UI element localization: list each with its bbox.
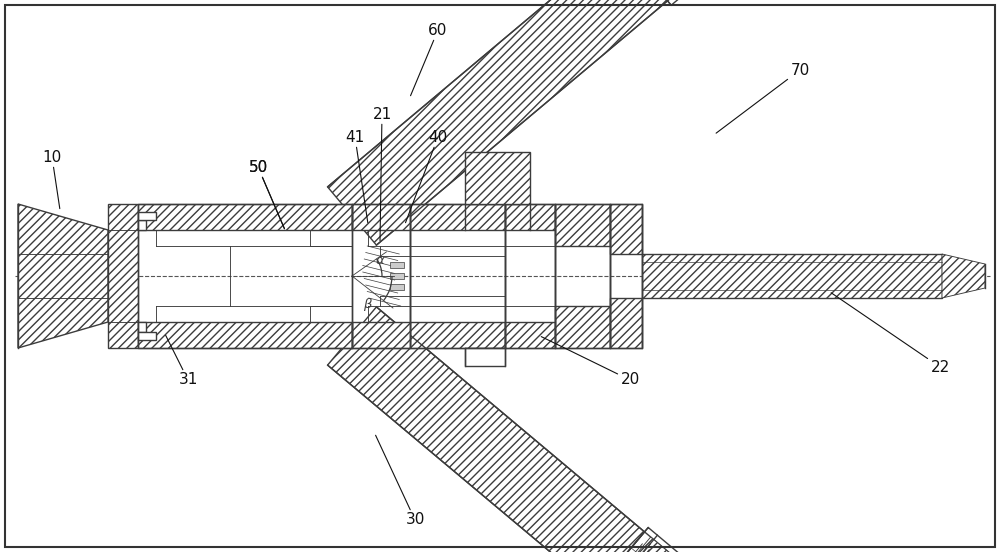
Text: 10: 10 [42,150,62,209]
Bar [410,322,505,348]
Polygon shape [18,204,108,348]
Bar [390,284,404,290]
Text: α: α [376,254,384,267]
Bar [352,204,410,230]
Bar [505,204,555,348]
Polygon shape [596,532,687,552]
Text: 60: 60 [411,23,448,95]
Text: 41: 41 [345,130,368,222]
Bar [555,306,610,348]
Bar [352,204,410,348]
Bar [465,348,505,366]
Text: β: β [363,298,371,311]
Bar [138,322,146,332]
Bar [505,322,555,348]
Bar [138,212,156,220]
Bar [138,220,146,230]
Bar [610,204,642,348]
Text: 50: 50 [248,160,284,229]
Polygon shape [328,0,668,245]
Polygon shape [619,0,710,1]
Text: 21: 21 [372,107,392,241]
Text: 50: 50 [248,160,284,229]
Polygon shape [328,307,645,552]
Bar [138,204,352,348]
Bar [390,262,404,268]
Bar [138,332,156,340]
Text: 30: 30 [376,436,425,528]
Bar [410,204,505,348]
Bar [555,204,610,348]
Polygon shape [602,537,681,552]
Text: 31: 31 [166,335,198,388]
Bar [390,273,404,279]
Bar [465,152,530,204]
Bar [352,322,410,348]
Bar [138,322,352,348]
Text: 20: 20 [541,337,640,388]
Bar [108,204,138,348]
Bar [610,298,642,348]
Text: 40: 40 [405,130,448,222]
Text: 22: 22 [831,293,950,374]
Bar [642,254,942,298]
Bar [555,204,610,246]
Bar [505,204,555,230]
Bar [410,204,505,230]
Bar [138,204,352,230]
Text: 70: 70 [716,62,810,133]
Bar [610,204,642,254]
Polygon shape [942,254,985,298]
